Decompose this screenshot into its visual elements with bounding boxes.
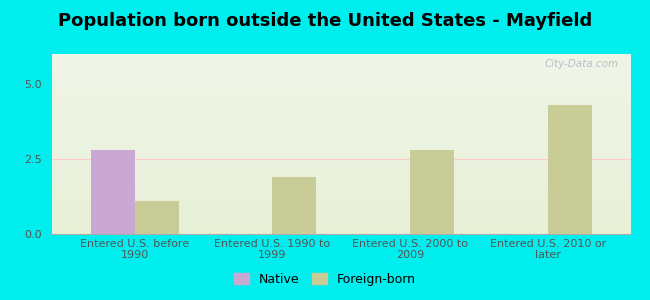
Bar: [548, 105, 592, 234]
Bar: [272, 177, 317, 234]
Text: Population born outside the United States - Mayfield: Population born outside the United State…: [58, 12, 592, 30]
Bar: [135, 201, 179, 234]
Bar: [410, 150, 454, 234]
Bar: [90, 150, 135, 234]
Text: City-Data.com: City-Data.com: [545, 59, 619, 69]
Legend: Native, Foreign-born: Native, Foreign-born: [229, 268, 421, 291]
